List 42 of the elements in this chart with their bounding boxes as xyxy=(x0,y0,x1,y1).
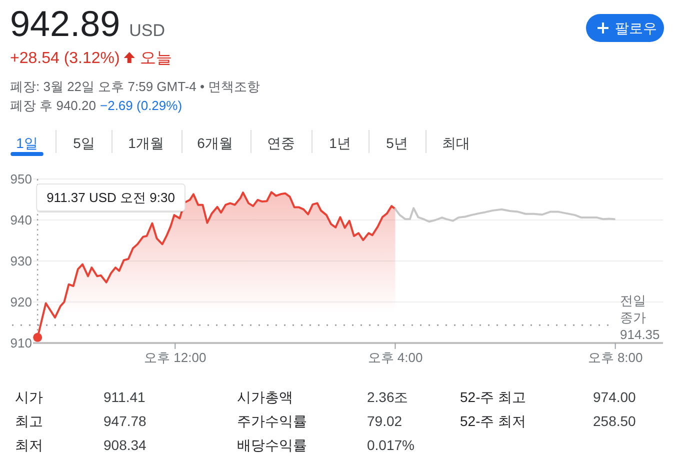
y-tick-label: 910 xyxy=(10,336,32,350)
text: 258.50 xyxy=(593,413,636,429)
x-tick-label: 오후 12:00 xyxy=(144,350,206,365)
y-tick-label: 940 xyxy=(10,212,32,228)
text: 52-주 최저 xyxy=(460,413,526,429)
text: 1년 xyxy=(329,135,351,151)
text: 최고 xyxy=(15,413,43,429)
text: 2.36조 xyxy=(367,389,408,405)
text: 5일 xyxy=(73,135,95,151)
chart-title: 942.89 xyxy=(10,3,120,44)
text: 배당수익률 xyxy=(237,437,307,453)
text: 시가 xyxy=(15,389,43,405)
annotation: 911.37 USD 오전 9:30 xyxy=(46,190,175,205)
chart-subtitle: USD xyxy=(129,21,166,40)
text: 908.34 xyxy=(104,437,147,453)
text: 팔로우 xyxy=(615,20,657,36)
text: 최대 xyxy=(442,135,470,151)
y-tick-label: 950 xyxy=(10,172,32,186)
x-tick-label: 오후 4:00 xyxy=(368,350,423,365)
y-tick-label: 930 xyxy=(10,254,32,268)
text: 5년 xyxy=(386,135,408,151)
text: +28.54 (3.12%) xyxy=(10,50,120,67)
y-tick-label: 920 xyxy=(10,294,32,310)
text: 0.017% xyxy=(367,437,414,453)
text: −2.69 (0.29%) xyxy=(100,98,182,113)
ref-line-label: 전일 종가 914.35 xyxy=(620,293,660,342)
text: 79.02 xyxy=(367,413,402,429)
text: 911.41 xyxy=(104,389,146,405)
text: 최저 xyxy=(15,437,43,453)
x-tick-label: 오후 8:00 xyxy=(588,350,643,365)
text: 6개월 xyxy=(197,135,233,151)
text: 974.00 xyxy=(593,389,636,405)
text: 오늘 xyxy=(140,50,172,67)
text: 주가수익률 xyxy=(237,413,307,429)
text: 연중 xyxy=(267,135,295,151)
text: 폐장: 3월 22일 오후 7:59 GMT-4 • 면책조항 xyxy=(10,79,260,94)
text: 1개월 xyxy=(128,135,164,151)
text: 947.78 xyxy=(104,413,147,429)
text: 폐장 후 940.20 xyxy=(10,98,96,113)
text: 1일 xyxy=(16,135,38,151)
text: 52-주 최고 xyxy=(460,389,526,405)
text: 시가총액 xyxy=(237,389,293,405)
